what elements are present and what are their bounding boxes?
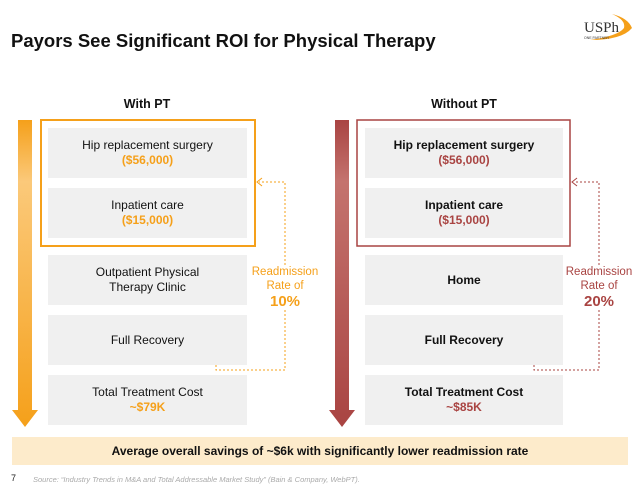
with-pt-heading: With PT — [123, 97, 171, 111]
without-pt-heading: Without PT — [431, 97, 497, 111]
page-number: 7 — [11, 473, 17, 483]
without-pt-arrow — [329, 120, 355, 427]
without-pt-step: Home — [365, 255, 563, 305]
with-pt-arrow — [12, 120, 38, 427]
source-note: Source: “Industry Trends in M&A and Tota… — [33, 475, 360, 484]
without-pt-total: Total Treatment Cost ~$85K — [365, 375, 563, 425]
savings-banner: Average overall savings of ~$6k with sig… — [12, 437, 628, 465]
with-pt-readmission: Readmission Rate of 10% — [251, 266, 319, 310]
without-pt-step: Inpatient care ($15,000) — [365, 188, 563, 238]
without-pt-readmission: Readmission Rate of 20% — [565, 266, 633, 310]
without-pt-step: Hip replacement surgery ($56,000) — [365, 128, 563, 178]
with-pt-step: Outpatient Physical Therapy Clinic — [48, 255, 247, 305]
flow-arrows — [12, 119, 600, 427]
without-pt-step: Full Recovery — [365, 315, 563, 365]
with-pt-step: Hip replacement surgery ($56,000) — [48, 128, 247, 178]
with-pt-total: Total Treatment Cost ~$79K — [48, 375, 247, 425]
with-pt-step: Inpatient care ($15,000) — [48, 188, 247, 238]
usph-logo: USPh ONE PARTNER — [584, 14, 632, 40]
page-title: Payors See Significant ROI for Physical … — [11, 30, 436, 51]
with-pt-step: Full Recovery — [48, 315, 247, 365]
svg-text:ONE PARTNER: ONE PARTNER — [584, 36, 609, 40]
svg-text:USPh: USPh — [584, 20, 620, 36]
